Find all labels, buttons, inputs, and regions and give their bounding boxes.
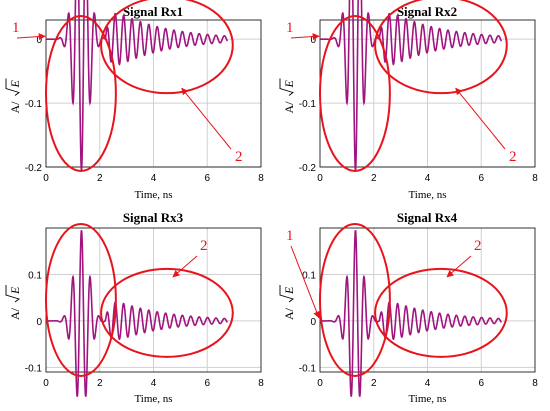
x-tick-label: 0 <box>43 173 49 184</box>
x-tick-label: 0 <box>317 173 323 184</box>
x-axis-label: Time, ns <box>408 189 446 201</box>
y-tick-label: 0.1 <box>28 270 42 281</box>
annotation-label-2: 2 <box>509 149 517 165</box>
signal-line <box>320 230 503 397</box>
y-axis-label-root: E <box>282 286 296 295</box>
annotation-arrow-1 <box>290 245 320 319</box>
y-tick-label: -0.1 <box>25 99 43 110</box>
region-1-ellipse <box>45 223 117 377</box>
x-tick-label: 6 <box>478 173 484 184</box>
region-2-ellipse <box>100 0 234 95</box>
x-tick-label: 6 <box>204 378 210 389</box>
region-2-ellipse <box>100 267 234 358</box>
annotation-label-1: 1 <box>286 20 294 36</box>
x-tick-label: 6 <box>204 173 210 184</box>
y-axis-label: A/E <box>279 78 296 114</box>
x-tick-label: 4 <box>151 378 157 389</box>
y-tick-label: 0 <box>310 317 316 328</box>
x-tick-label: 8 <box>532 173 538 184</box>
x-tick-label: 8 <box>258 173 264 184</box>
x-tick-label: 0 <box>317 378 323 389</box>
annotation-arrow-2 <box>455 87 506 150</box>
annotation-arrow-2 <box>181 87 232 150</box>
y-tick-label: -0.2 <box>299 163 317 174</box>
annotation-arrow-2 <box>172 255 198 278</box>
chart-title: Signal Rx4 <box>397 210 458 225</box>
sqrt-sign <box>279 285 294 303</box>
x-axis-label: Time, ns <box>134 393 172 405</box>
y-axis-label-prefix: A/ <box>8 101 22 114</box>
y-axis-label-prefix: A/ <box>8 307 22 320</box>
annotation-arrow-1 <box>16 33 46 41</box>
annotation-label-1: 1 <box>286 228 294 244</box>
x-axis-label: Time, ns <box>408 393 446 405</box>
y-tick-label: -0.1 <box>25 363 43 374</box>
region-2-ellipse <box>374 0 508 95</box>
chart-title: Signal Rx2 <box>397 4 457 19</box>
y-tick-label: 0.1 <box>302 270 316 281</box>
y-tick-label: 0 <box>36 317 42 328</box>
x-tick-label: 2 <box>371 173 377 184</box>
y-axis-label: A/E <box>279 285 296 320</box>
annotation-label-2: 2 <box>235 149 243 165</box>
x-tick-label: 0 <box>43 378 49 389</box>
x-tick-label: 2 <box>97 378 103 389</box>
chart-title: Signal Rx1 <box>123 4 183 19</box>
x-tick-label: 4 <box>425 378 431 389</box>
annotation-label-2: 2 <box>200 238 208 254</box>
annotation-arrow-1 <box>290 33 320 41</box>
x-tick-label: 4 <box>151 173 157 184</box>
x-tick-label: 6 <box>478 378 484 389</box>
y-axis-label-root: E <box>8 286 22 295</box>
x-tick-label: 4 <box>425 173 431 184</box>
x-tick-label: 2 <box>371 378 377 389</box>
y-tick-label: -0.2 <box>25 163 43 174</box>
x-tick-label: 2 <box>97 173 103 184</box>
sqrt-sign <box>5 285 20 303</box>
region-1-ellipse <box>45 15 117 172</box>
sqrt-sign <box>279 78 294 96</box>
y-tick-label: -0.1 <box>299 99 317 110</box>
annotation-label-2: 2 <box>474 238 482 254</box>
sqrt-sign <box>5 78 20 96</box>
y-tick-label: 0 <box>310 35 316 46</box>
x-axis-label: Time, ns <box>134 189 172 201</box>
chart-title: Signal Rx3 <box>123 210 184 225</box>
y-axis-label-prefix: A/ <box>282 101 296 114</box>
signal-line <box>46 0 229 171</box>
region-1-ellipse <box>319 223 391 377</box>
y-tick-label: 0 <box>36 35 42 46</box>
y-axis-label: A/E <box>5 285 22 320</box>
signal-line <box>46 230 229 397</box>
chart-panel-1: 0 2 4 6 8 0 -0.1 -0.2 Signal Rx1 Time, ns A/E 1 2 <box>5 0 264 201</box>
y-axis-label-prefix: A/ <box>282 307 296 320</box>
y-axis-label-root: E <box>282 80 296 89</box>
annotation-arrow-2 <box>446 255 472 278</box>
region-2-ellipse <box>374 267 508 358</box>
chart-panel-2: 0 2 4 6 8 0 -0.1 -0.2 Signal Rx2 Time, ns A/E 1 2 <box>279 0 538 201</box>
annotation-label-1: 1 <box>12 20 20 36</box>
x-tick-label: 8 <box>532 378 538 389</box>
x-tick-label: 8 <box>258 378 264 389</box>
y-axis-label: A/E <box>5 78 22 114</box>
signal-line <box>320 0 503 171</box>
y-axis-label-root: E <box>8 80 22 89</box>
y-tick-label: -0.1 <box>299 363 317 374</box>
region-1-ellipse <box>319 15 391 172</box>
